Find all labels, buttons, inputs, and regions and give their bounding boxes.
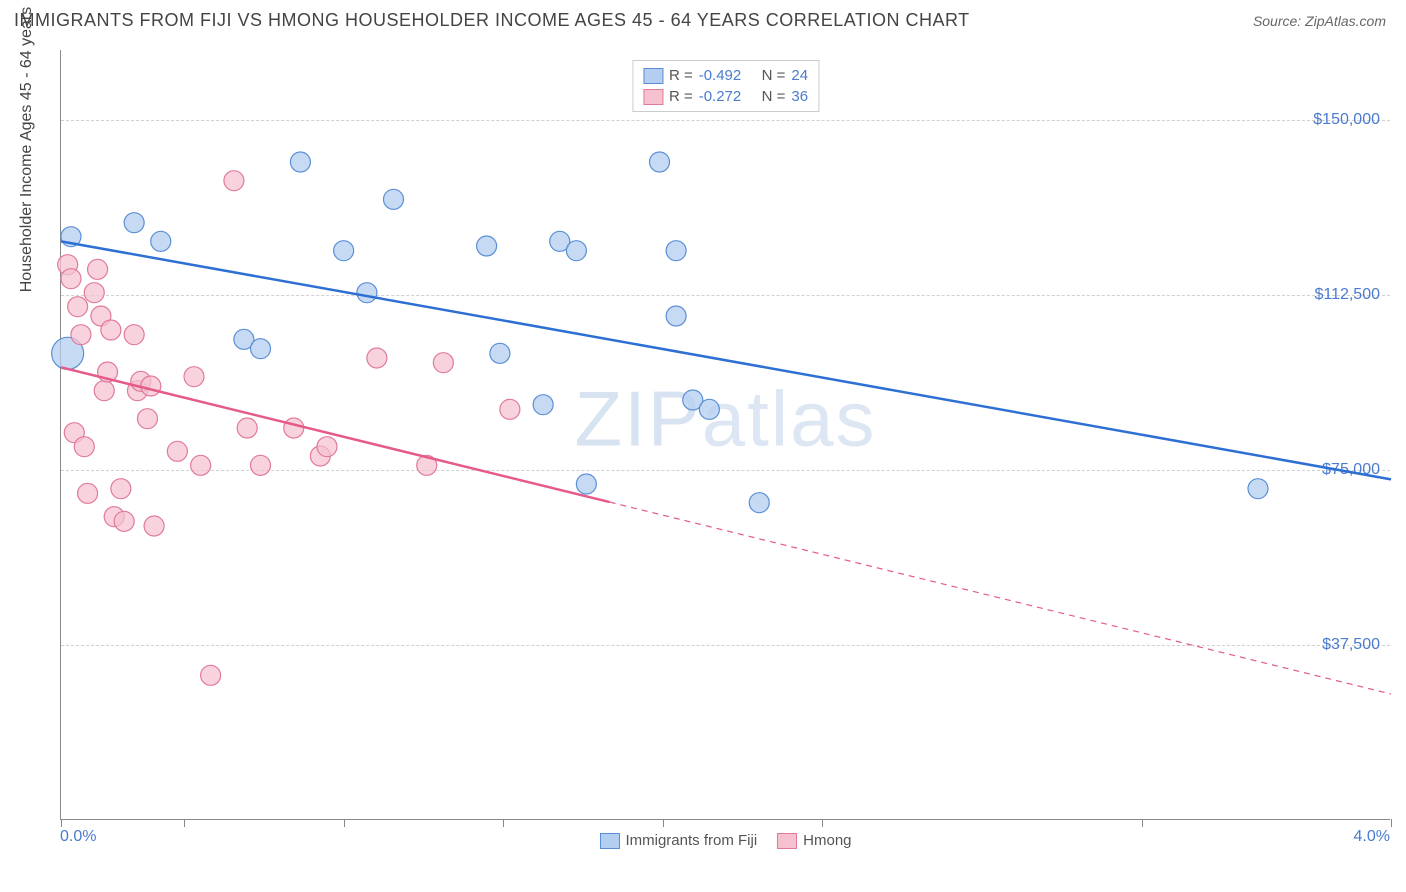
data-point: [68, 297, 88, 317]
data-point: [237, 418, 257, 438]
trend-line: [61, 241, 1391, 479]
data-point: [334, 241, 354, 261]
scatter-svg: [61, 50, 1390, 819]
chart-title: IMMIGRANTS FROM FIJI VS HMONG HOUSEHOLDE…: [14, 10, 970, 31]
data-point: [500, 399, 520, 419]
source-attribution: Source: ZipAtlas.com: [1253, 13, 1386, 29]
r-value-hmong: -0.272: [699, 88, 742, 105]
y-axis-title: Householder Income Ages 45 - 64 years: [18, 7, 36, 293]
data-point: [184, 367, 204, 387]
data-point: [167, 441, 187, 461]
data-point: [490, 343, 510, 363]
data-point: [433, 353, 453, 373]
data-point: [367, 348, 387, 368]
data-point: [101, 320, 121, 340]
data-point: [576, 474, 596, 494]
data-point: [151, 231, 171, 251]
data-point: [566, 241, 586, 261]
chart-plot-area: ZIPatlas $37,500$75,000$112,500$150,000 …: [60, 50, 1390, 820]
x-axis-labels: 0.0% 4.0%: [60, 828, 1390, 858]
data-point: [111, 479, 131, 499]
data-point: [124, 213, 144, 233]
data-point: [71, 325, 91, 345]
data-point: [84, 283, 104, 303]
stats-row-fiji: R = -0.492 N = 24: [643, 65, 808, 86]
data-point: [94, 381, 114, 401]
stats-row-hmong: R = -0.272 N = 36: [643, 86, 808, 107]
data-point: [141, 376, 161, 396]
chart-header: IMMIGRANTS FROM FIJI VS HMONG HOUSEHOLDE…: [0, 0, 1406, 31]
data-point: [666, 241, 686, 261]
data-point: [384, 189, 404, 209]
data-point: [699, 399, 719, 419]
data-point: [74, 437, 94, 457]
data-point: [114, 511, 134, 531]
data-point: [201, 665, 221, 685]
data-point: [749, 493, 769, 513]
data-point: [224, 171, 244, 191]
data-point: [251, 339, 271, 359]
data-point: [88, 259, 108, 279]
data-point: [317, 437, 337, 457]
data-point: [290, 152, 310, 172]
n-value-fiji: 24: [791, 67, 808, 84]
n-label: N =: [762, 88, 786, 105]
data-point: [144, 516, 164, 536]
n-value-hmong: 36: [791, 88, 808, 105]
data-point: [124, 325, 144, 345]
data-point: [357, 283, 377, 303]
data-point: [61, 269, 81, 289]
data-point: [284, 418, 304, 438]
trend-line: [61, 367, 610, 502]
swatch-fiji: [643, 68, 663, 84]
r-value-fiji: -0.492: [699, 67, 742, 84]
data-point: [477, 236, 497, 256]
swatch-hmong: [643, 89, 663, 105]
x-axis-min-label: 0.0%: [60, 828, 96, 846]
data-point: [137, 409, 157, 429]
data-point: [650, 152, 670, 172]
n-label: N =: [762, 67, 786, 84]
trend-line-extrapolated: [610, 502, 1391, 694]
stats-legend: R = -0.492 N = 24 R = -0.272 N = 36: [632, 60, 819, 112]
data-point: [191, 455, 211, 475]
data-point: [533, 395, 553, 415]
r-label: R =: [669, 88, 693, 105]
data-point: [78, 483, 98, 503]
x-axis-max-label: 4.0%: [1354, 828, 1390, 846]
data-point: [666, 306, 686, 326]
data-point: [1248, 479, 1268, 499]
r-label: R =: [669, 67, 693, 84]
data-point: [251, 455, 271, 475]
